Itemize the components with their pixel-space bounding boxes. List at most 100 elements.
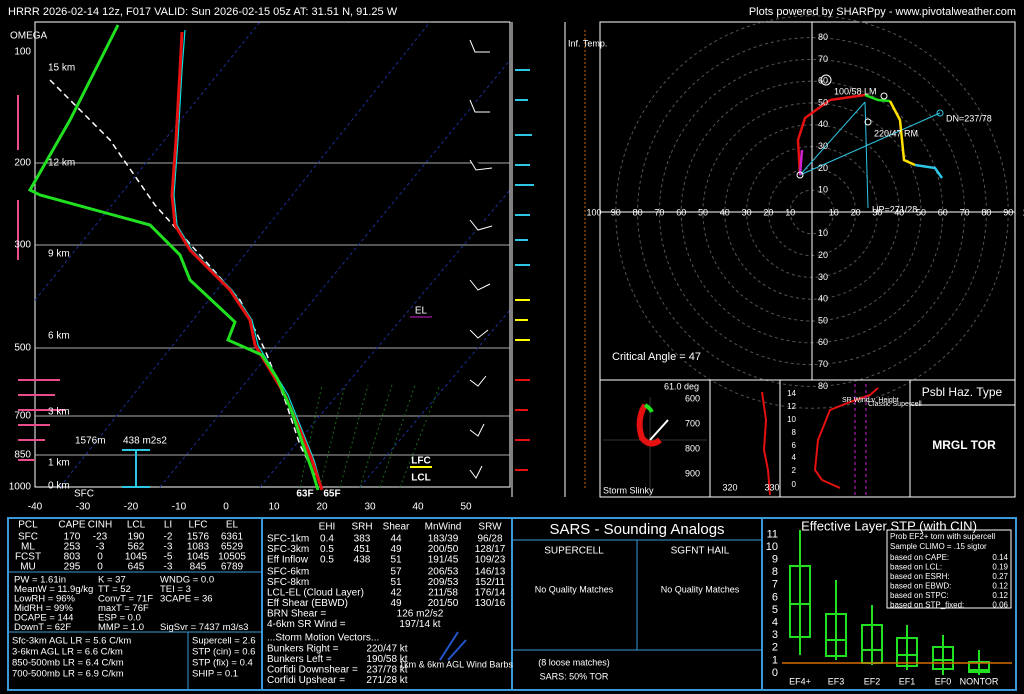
hodo-ring-label: 10 — [818, 185, 828, 195]
theta-pressure: 900 — [685, 468, 700, 478]
stp-y-label: 3 — [772, 629, 778, 641]
kin-cell: 109/23 — [475, 555, 506, 566]
hodo-ring-label: 60 — [818, 337, 828, 347]
height-label: 0 km — [48, 481, 70, 492]
hodo-ring-label: 70 — [818, 359, 828, 369]
kin-cell: 201/50 — [428, 598, 459, 609]
hodo-ring-label: 60 — [818, 76, 828, 86]
thermo-cell: 170 — [64, 532, 81, 543]
thermo-header: CINH — [88, 520, 112, 531]
height-label: 12 km — [48, 158, 75, 169]
stp-x-label: EF0 — [935, 676, 952, 686]
thermo-cell: 6789 — [221, 562, 244, 573]
hazard-type: MRGL TOR — [932, 438, 996, 452]
lapse-rate: 700-500mb LR = 6.9 C/km — [12, 669, 124, 680]
prob-box — [886, 529, 1012, 609]
hodo-marker — [820, 74, 832, 86]
composite-index: Supercell = 2.6 — [192, 636, 256, 647]
kin-header: MnWind — [425, 522, 462, 533]
thermo-cell: FCST — [15, 552, 41, 563]
srwind-height: 0 — [792, 480, 797, 489]
slinky-angle: 61.0 deg — [664, 381, 699, 391]
kin-header: SRW — [478, 522, 502, 533]
isobars — [35, 162, 510, 456]
kin-cell: 0.4 — [320, 534, 334, 545]
hodo-axis-label: 80 — [981, 207, 991, 217]
parcel-trace — [49, 79, 316, 476]
kin-cell: 51 — [390, 577, 402, 588]
composite-index: SHIP = 0.1 — [192, 669, 238, 680]
temp-label: 50 — [460, 502, 472, 513]
prob-label: based on CAPE: — [890, 553, 949, 562]
thermo-index: 3CAPE = 36 — [160, 594, 213, 605]
hodo-axis-label: 40 — [894, 207, 904, 217]
kin-cell: 176/14 — [475, 588, 506, 599]
theta-trace — [761, 391, 771, 496]
hodo-eff — [798, 149, 804, 176]
srwind-height: 10 — [787, 415, 796, 424]
hodo-3-6 — [864, 93, 891, 103]
height-label: 9 km — [48, 249, 70, 260]
stp-boxes — [789, 530, 990, 675]
hodo-axis-label: 100 — [586, 207, 601, 217]
kin-value: 126 m2/s2 — [397, 609, 444, 620]
hodo-axis-label: 40 — [720, 207, 730, 217]
thermo-cell: MU — [20, 562, 36, 573]
sfc-label: SFC — [74, 489, 94, 500]
temp-label: -10 — [172, 502, 187, 513]
thermo-cell: 1083 — [187, 542, 210, 553]
hazard-frame — [909, 379, 1016, 498]
srwind-height: 4 — [792, 453, 797, 462]
kin-cell: 44 — [390, 534, 402, 545]
stp-x-label: EF1 — [899, 676, 916, 686]
hodo-marker — [864, 118, 872, 126]
hodo-vector — [799, 101, 866, 176]
hazard-title: Psbl Haz. Type — [922, 385, 1003, 399]
thermo-cell: 0 — [97, 562, 103, 573]
critical-angle: Critical Angle = 47 — [612, 351, 701, 363]
thermo-cell: 253 — [64, 542, 81, 553]
pressure-label: 100 — [14, 47, 31, 58]
hodo-axis-label: 90 — [611, 207, 621, 217]
thermo-cell: ML — [21, 542, 35, 553]
hodo-ring-label: 80 — [818, 381, 828, 391]
upshear: UP=271/28 — [872, 204, 917, 214]
stp-y-label: 8 — [772, 566, 778, 578]
thermo-index: MidRH = 99% — [14, 603, 73, 614]
thermo-index: TEI = 3 — [160, 584, 191, 595]
kin-cell: 0.5 — [320, 555, 334, 566]
hodo-axis-label: 50 — [698, 207, 708, 217]
hodo-ring-label: 80 — [818, 32, 828, 42]
sars-title: SARS - Sounding Analogs — [549, 521, 724, 538]
kin-cell: 130/16 — [475, 598, 506, 609]
stp-y-label: 1 — [772, 654, 778, 666]
kin-cell: 128/17 — [475, 544, 506, 555]
eff-inflow — [122, 449, 150, 488]
texts: HRRR 2026-02-14 12z, F017 VALID: Sun 202… — [8, 6, 1024, 686]
hodo-ring-label: 10 — [818, 228, 828, 238]
slinky-trace — [643, 403, 654, 413]
thermo-cell: 0 — [97, 552, 103, 563]
hodo-9-12 — [914, 163, 944, 179]
thermo-cell: 803 — [64, 552, 81, 563]
prob-value: 0.19 — [992, 563, 1008, 572]
theta-pressure: 700 — [685, 418, 700, 428]
hodo-ring-label: 20 — [818, 163, 828, 173]
kin-cell: 96/28 — [477, 534, 502, 545]
stp-y-label: 6 — [772, 591, 778, 603]
wind-barbs — [469, 39, 493, 479]
sfc-dewpoint: 63F — [296, 489, 313, 500]
thermo-cell: 645 — [128, 562, 145, 573]
height-label: 1 km — [48, 458, 70, 469]
hodo-axis-label: 90 — [1003, 207, 1013, 217]
kin-cell: 183/39 — [428, 534, 459, 545]
hodo-ring-label: 20 — [818, 250, 828, 260]
thermo-header: LFC — [189, 520, 208, 531]
eff-inflow-top: 1576m — [75, 436, 106, 447]
hodo-axis-label: 70 — [654, 207, 664, 217]
hodo-marker — [796, 171, 804, 179]
height-label: 6 km — [48, 331, 70, 342]
skewt-frame — [34, 21, 511, 488]
hodo-ring-label: 30 — [818, 141, 828, 151]
srwind-title: SR Wind v. Height — [842, 397, 899, 404]
